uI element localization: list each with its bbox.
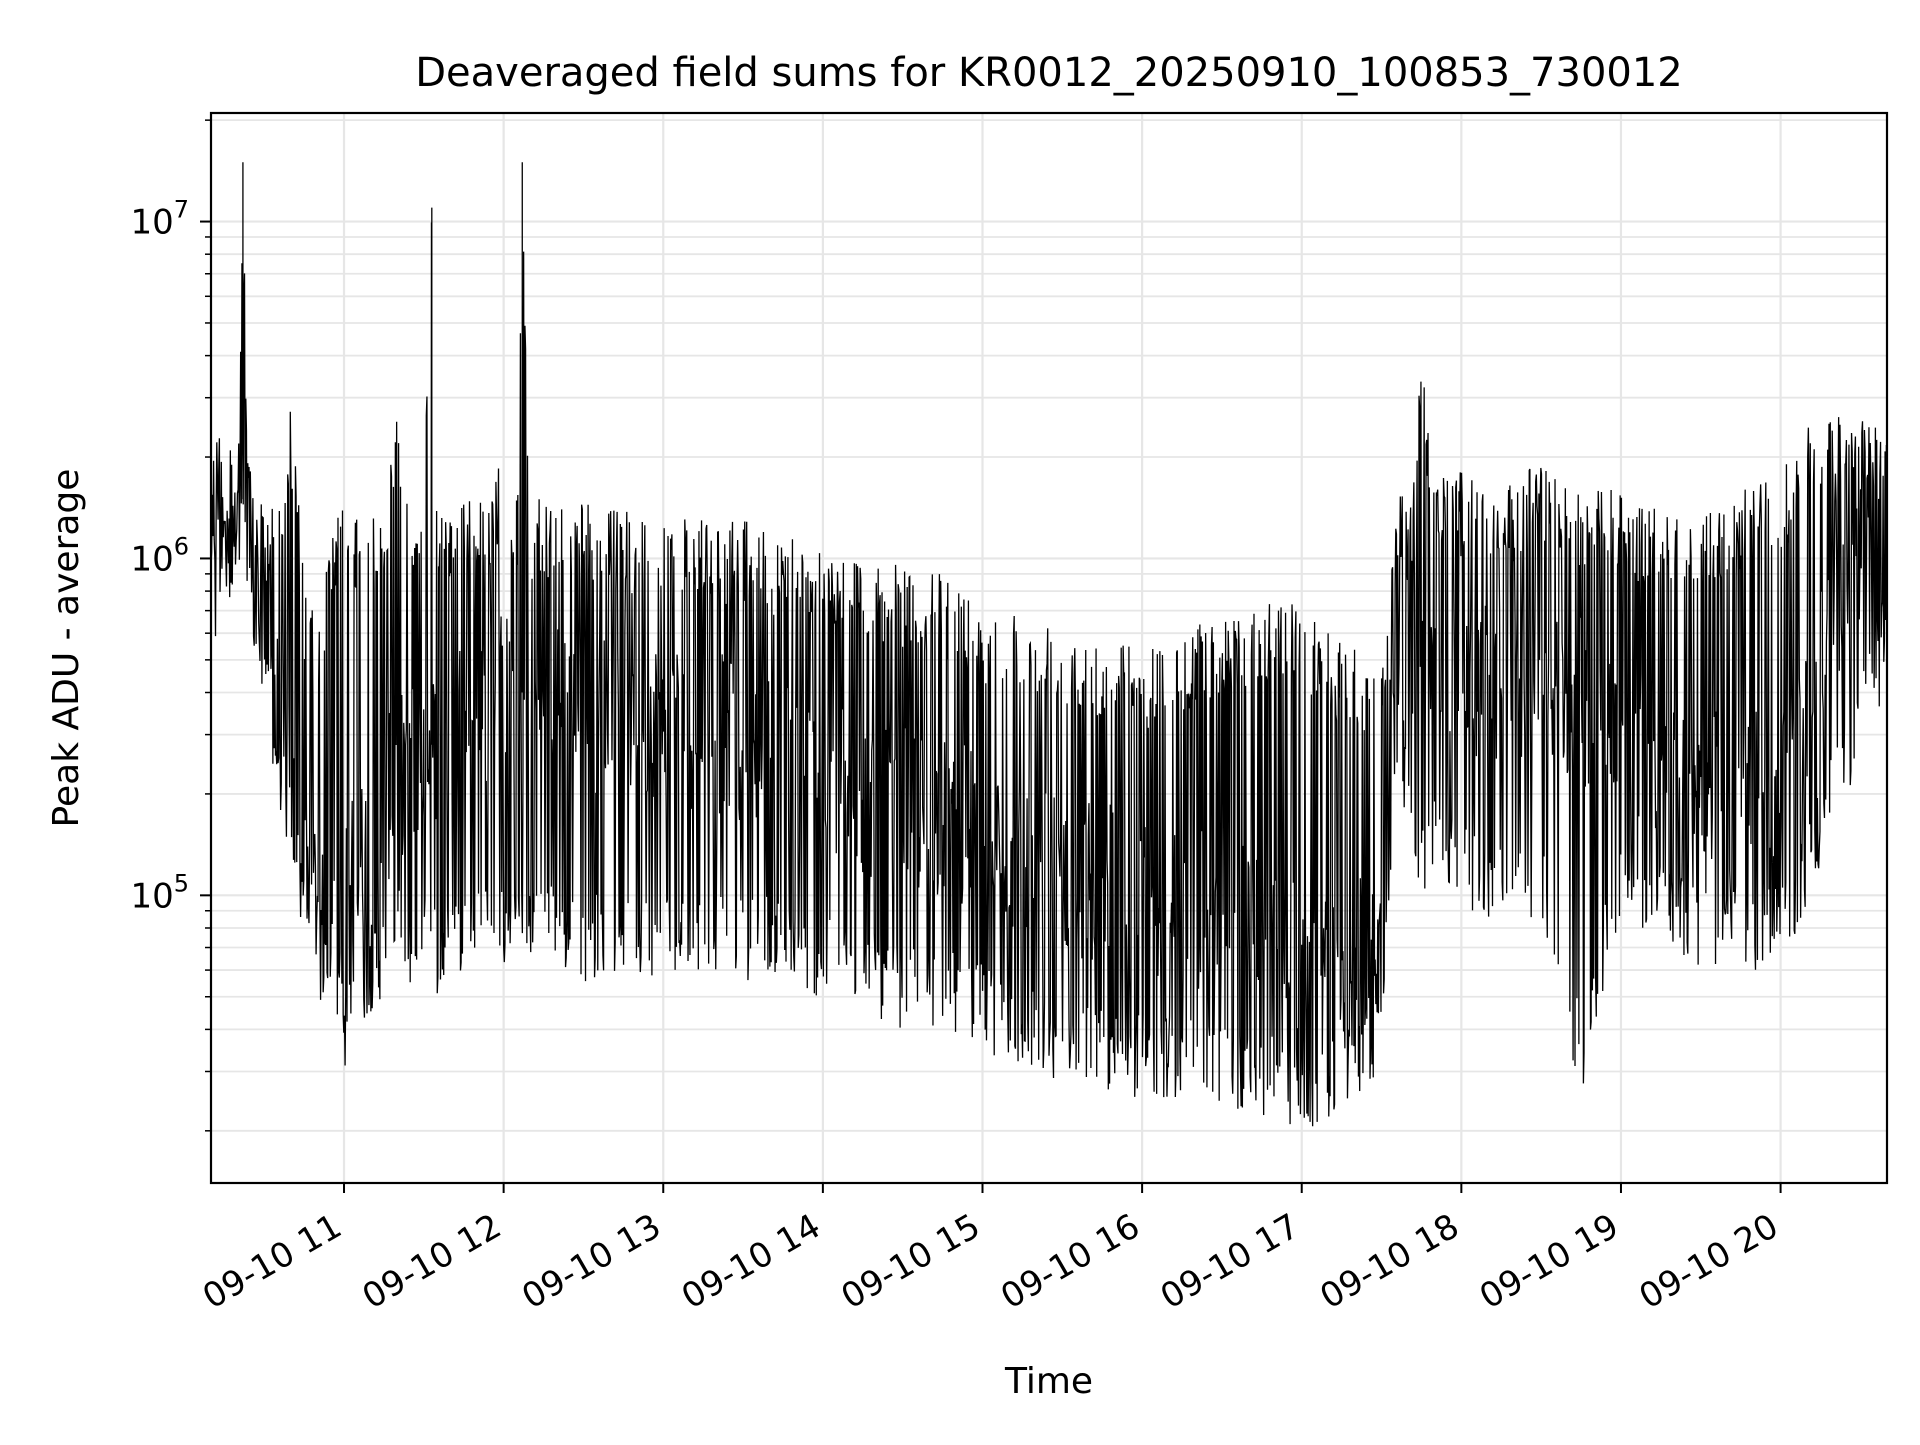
chart-title: Deaveraged field sums for KR0012_2025091… (415, 50, 1683, 96)
y-tick-label: 105 (130, 869, 189, 916)
y-tick-label: 107 (130, 196, 189, 243)
y-tick-label: 106 (130, 532, 189, 579)
y-axis-label: Peak ADU - average (46, 469, 87, 828)
series-line (211, 162, 1887, 1127)
plot-frame (209, 111, 1889, 1185)
series-layer (211, 162, 1887, 1127)
x-axis-label: Time (1004, 1361, 1093, 1402)
y-axis-ticks: 105 106 107 (130, 119, 211, 1132)
plot-area (211, 162, 1887, 1127)
